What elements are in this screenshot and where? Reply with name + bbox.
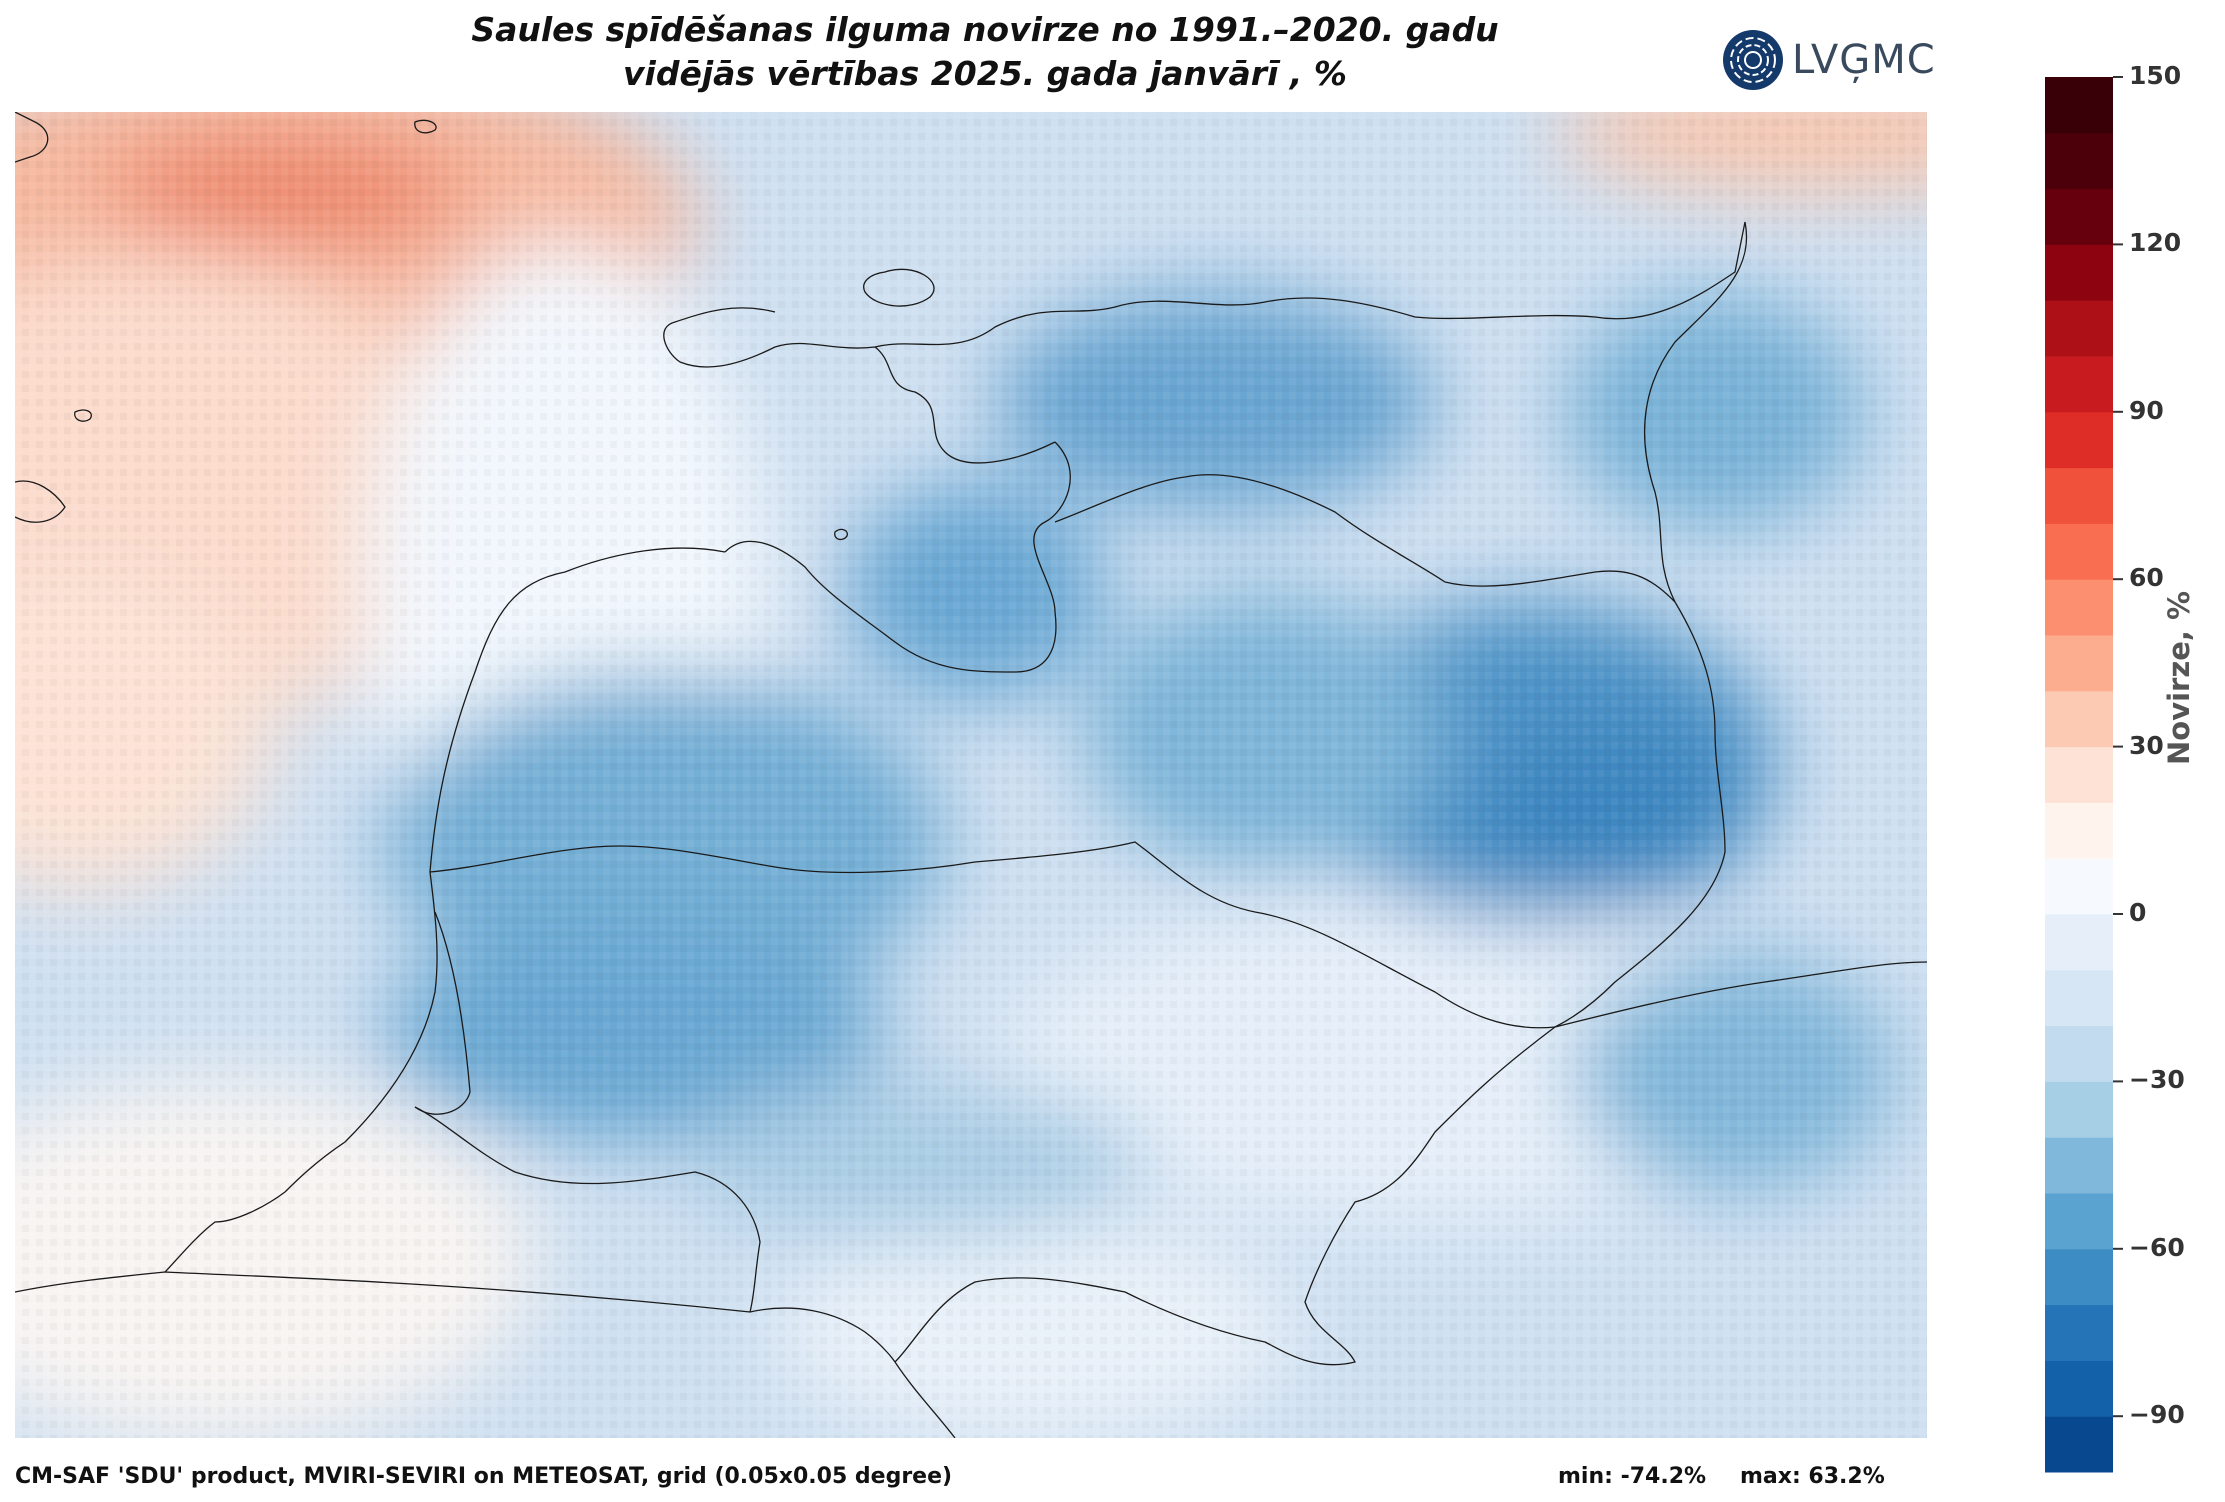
colorbar-ticks xyxy=(2113,76,2123,1418)
map-title-line2: vidējās vērtības 2025. gada janvārī , % xyxy=(623,54,1347,93)
latvia-west-coast xyxy=(429,547,726,873)
saaremaa-island xyxy=(663,307,876,368)
colorbar-bin xyxy=(2045,188,2113,245)
colorbar-bin xyxy=(2045,579,2113,636)
latvia-estonia-border xyxy=(1054,474,1676,603)
colorbar-tick-label: 90 xyxy=(2129,395,2164,425)
kaliningrad-border xyxy=(414,1106,761,1313)
colorbar-bin xyxy=(2045,1025,2113,1082)
poland-lithuania-line xyxy=(894,1361,956,1438)
max-value: max: 63.2% xyxy=(1740,1464,1885,1489)
small-island-3 xyxy=(414,119,437,134)
poland-border xyxy=(15,1271,896,1363)
lvgmc-logo-text: LVĢMC xyxy=(1792,37,1936,83)
colorbar-bin xyxy=(2045,1360,2113,1417)
colorbar-bin xyxy=(2045,746,2113,803)
small-island-1 xyxy=(74,409,92,422)
colorbar-tick-label: −60 xyxy=(2129,1232,2185,1262)
colorbar-bin xyxy=(2045,1193,2113,1250)
colorbar-bin xyxy=(2045,467,2113,524)
colorbar-bin xyxy=(2045,300,2113,357)
lvgmc-logo: LVĢMC xyxy=(1722,28,1936,92)
colorbar-tick-label: −30 xyxy=(2129,1065,2185,1095)
hiiumaa-island xyxy=(863,268,935,307)
latvia-russia-border xyxy=(1554,601,1726,1028)
colorbar-bins xyxy=(2045,77,2113,1473)
colorbar-tick-label: −90 xyxy=(2129,1400,2185,1430)
map-title: Saules spīdēšanas ilguma novirze no 1991… xyxy=(0,8,1970,96)
colorbar-bin xyxy=(2045,914,2113,971)
curonian-spit xyxy=(414,911,471,1115)
small-island-2 xyxy=(834,528,848,541)
colorbar-bin xyxy=(2045,802,2113,859)
swedish-archipelago xyxy=(15,112,49,163)
colorbar-bin xyxy=(2045,244,2113,301)
colorbar xyxy=(2045,76,2123,1473)
min-value: min: -74.2% xyxy=(1558,1464,1707,1489)
colorbar-bin xyxy=(2045,132,2113,190)
colorbar-tick-label: 150 xyxy=(2129,61,2182,90)
colorbar-tick-label: 60 xyxy=(2129,563,2164,593)
lithuania-coast xyxy=(284,871,438,1193)
kaliningrad-coast xyxy=(164,1191,286,1273)
sunshine-anomaly-map xyxy=(15,112,1927,1438)
colorbar-bin xyxy=(2045,635,2113,692)
colorbar-bin xyxy=(2045,1416,2113,1473)
map-title-line1: Saules spīdēšanas ilguma novirze no 1991… xyxy=(471,10,1499,49)
colorbar-tick-label: 0 xyxy=(2129,898,2147,927)
colorbar-title: Novirze, % xyxy=(2162,590,2196,765)
colorbar-tick-label: 120 xyxy=(2129,228,2182,258)
estonia-russia-border xyxy=(1644,221,1748,603)
latvia-lithuania-border xyxy=(429,841,1556,1029)
colorbar-bin xyxy=(2045,523,2113,580)
colorbar-bin xyxy=(2045,1081,2113,1138)
estonia-north-coast xyxy=(874,221,1746,348)
gulf-of-riga-coast xyxy=(724,441,1071,673)
estonia-west-coast xyxy=(874,346,1056,464)
colorbar-tick-label: 30 xyxy=(2129,730,2164,760)
colorbar-bin xyxy=(2045,969,2113,1027)
lvgmc-logo-icon xyxy=(1723,30,1783,90)
gotland-coast xyxy=(15,480,66,523)
colorbar-bin xyxy=(2045,77,2113,134)
belarus-border xyxy=(1554,961,1927,1028)
colorbar-bin xyxy=(2045,1304,2113,1361)
map-outlines xyxy=(15,112,1927,1438)
colorbar-bin xyxy=(2045,411,2113,469)
source-note: CM-SAF 'SDU' product, MVIRI-SEVIRI on ME… xyxy=(15,1464,953,1489)
colorbar-bin xyxy=(2045,1248,2113,1306)
colorbar-bin xyxy=(2045,690,2113,748)
colorbar-bin xyxy=(2045,1137,2113,1194)
lithuania-belarus-border xyxy=(894,1026,1556,1366)
colorbar-bin xyxy=(2045,858,2113,915)
colorbar-bin xyxy=(2045,356,2113,413)
